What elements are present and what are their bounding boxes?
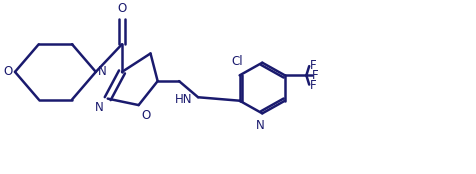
Text: F: F [311, 69, 318, 82]
Text: Cl: Cl [231, 56, 243, 68]
Text: N: N [98, 65, 107, 78]
Text: F: F [309, 79, 316, 92]
Text: HN: HN [175, 93, 192, 106]
Text: O: O [141, 109, 150, 122]
Text: O: O [3, 65, 12, 78]
Text: F: F [309, 59, 316, 72]
Text: N: N [255, 119, 264, 132]
Text: N: N [95, 101, 104, 114]
Text: O: O [117, 2, 126, 15]
